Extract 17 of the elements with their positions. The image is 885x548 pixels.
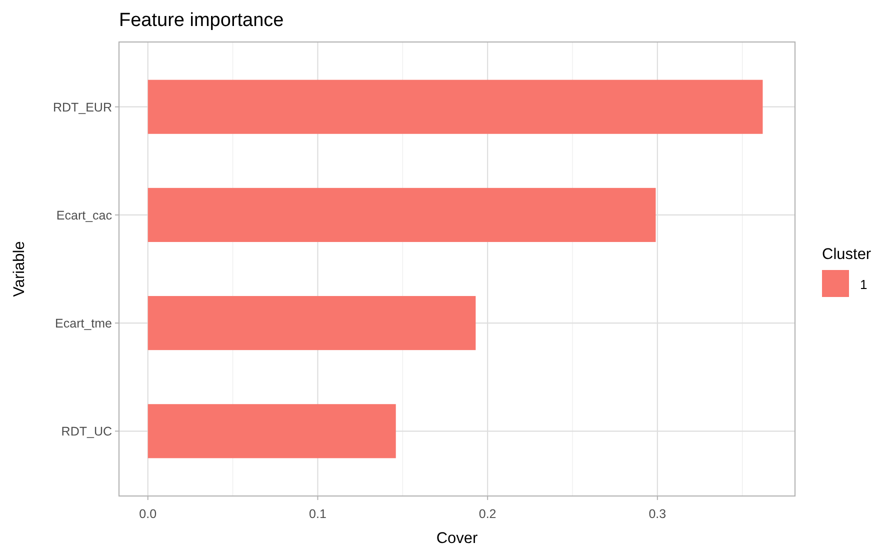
- legend-label: 1: [860, 277, 868, 292]
- bar: [148, 404, 396, 458]
- x-tick-label: 0.3: [648, 507, 666, 521]
- y-tick-label: Ecart_cac: [56, 208, 112, 222]
- legend-title: Cluster: [822, 246, 872, 263]
- y-tick-label: Ecart_tme: [55, 316, 112, 331]
- x-tick-label: 0.0: [139, 507, 157, 521]
- y-tick-label: RDT_UC: [61, 424, 112, 439]
- bar: [148, 296, 476, 350]
- y-axis-title: Variable: [11, 241, 28, 297]
- bar: [148, 188, 656, 242]
- chart-title: Feature importance: [119, 10, 284, 31]
- x-tick-label: 0.1: [309, 507, 326, 521]
- y-tick-label: RDT_EUR: [52, 100, 112, 114]
- x-tick-label: 0.2: [478, 507, 496, 521]
- bar: [148, 80, 763, 134]
- x-axis-title: Cover: [436, 530, 478, 547]
